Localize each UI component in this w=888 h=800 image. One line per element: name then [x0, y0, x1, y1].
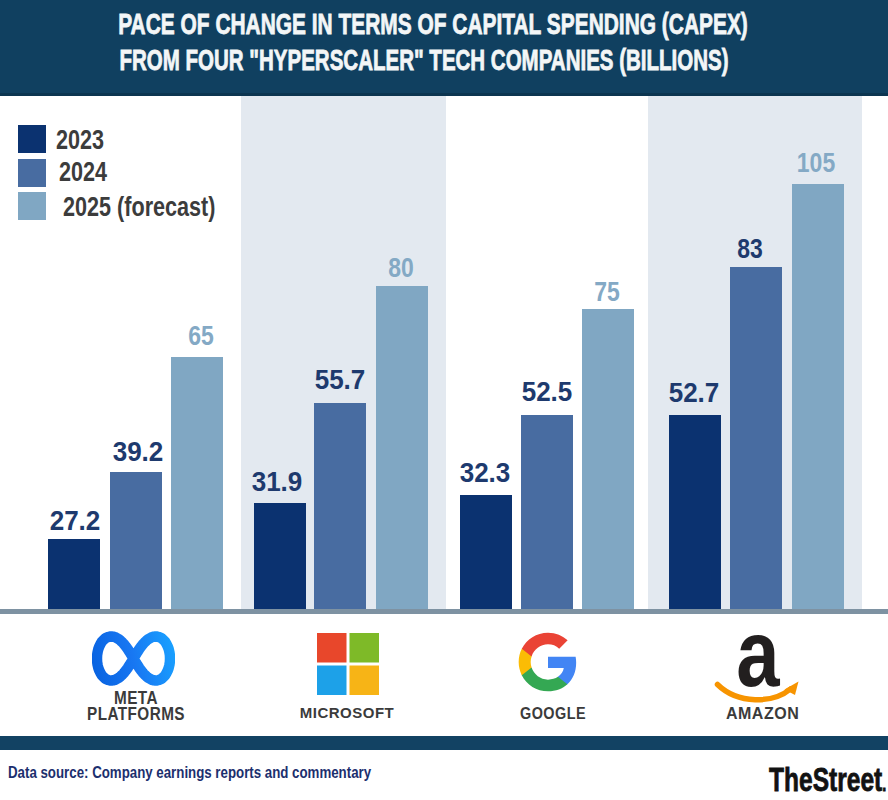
svg-text:a: a — [736, 628, 780, 706]
